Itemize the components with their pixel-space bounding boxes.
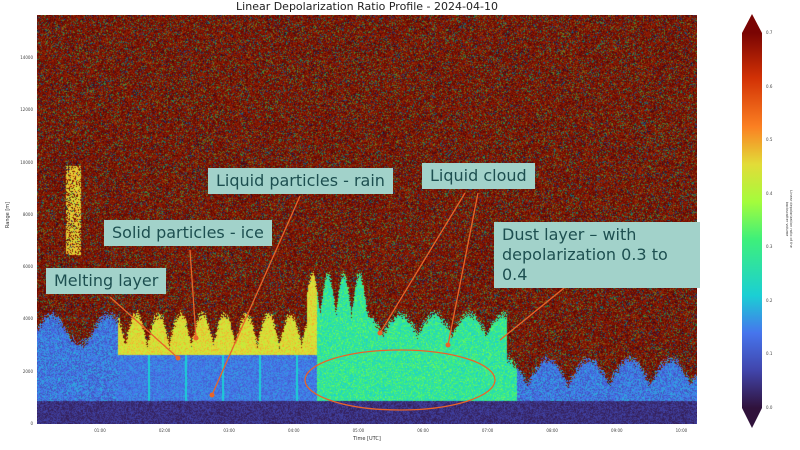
- x-tick-label: 09:00: [611, 428, 623, 433]
- heatmap-plot: [37, 15, 697, 424]
- colorbar-tick-label: 0.6: [766, 83, 773, 89]
- x-tick-label: 08:00: [546, 428, 558, 433]
- x-tick-label: 06:00: [417, 428, 429, 433]
- colorbar-tick-label: 0.4: [766, 190, 773, 196]
- colorbar-extend-bottom: [742, 408, 762, 428]
- y-tick-label: 2000: [22, 368, 33, 374]
- annotation-rain: Liquid particles - rain: [208, 168, 393, 194]
- colorbar-tick-label: 0.1: [766, 351, 773, 357]
- colorbar: [742, 14, 762, 428]
- x-tick-label: 07:00: [481, 428, 494, 433]
- y-tick-label: 0: [30, 421, 33, 426]
- x-tick-label: 03:00: [223, 428, 235, 433]
- colorbar-tick-label: 0.5: [766, 137, 773, 143]
- y-tick-label: 14000: [20, 54, 33, 60]
- arrow-ice: [189, 249, 197, 339]
- dust-ellipse: [304, 349, 496, 411]
- chart-title: Linear Depolarization Ratio Profile - 20…: [236, 0, 498, 13]
- annotation-dust-layer: Dust layer – with depolarization 0.3 to …: [494, 222, 700, 288]
- annotation-liquid-cloud: Liquid cloud: [422, 163, 535, 189]
- y-tick-label: 8000: [22, 211, 33, 217]
- colorbar-tick-label: 0.7: [766, 30, 773, 35]
- colorbar-tick-label: 0.0: [766, 405, 773, 410]
- colorbar-label: Linear depolarization ratio of the backs…: [784, 190, 793, 248]
- x-tick-label: 04:00: [288, 428, 300, 433]
- annotation-ice: Solid particles - ice: [104, 220, 272, 246]
- y-tick-label: 6000: [22, 264, 33, 270]
- y-tick-label: 10000: [20, 159, 33, 165]
- colorbar-tick-label: 0.2: [766, 297, 773, 303]
- colorbar-gradient: [742, 33, 762, 408]
- x-tick-label: 05:00: [352, 428, 365, 433]
- x-tick-label: 10:00: [675, 428, 688, 433]
- annotation-melting-layer: Melting layer: [46, 268, 167, 294]
- arrow-melting: [109, 296, 179, 359]
- colorbar-extend-top: [742, 14, 762, 33]
- x-tick-label: 01:00: [94, 428, 106, 433]
- colorbar-tick-label: 0.3: [766, 244, 773, 250]
- x-axis-label: Time [UTC]: [353, 436, 381, 442]
- arrow-rain: [211, 195, 301, 396]
- y-tick-label: 12000: [20, 107, 33, 113]
- y-tick-label: 4000: [22, 316, 33, 322]
- arrow-cloud-2: [447, 192, 479, 346]
- arrow-cloud-1: [379, 192, 466, 334]
- x-tick-label: 02:00: [158, 428, 171, 433]
